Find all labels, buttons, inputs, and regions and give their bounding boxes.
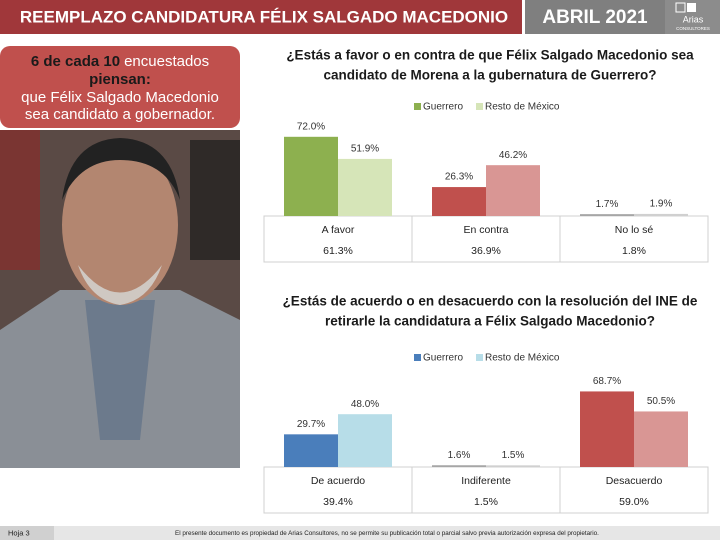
callout-text: encuestados <box>124 53 209 70</box>
bar <box>634 213 688 216</box>
total-label: 36.9% <box>471 245 501 257</box>
legend-swatch <box>414 354 421 361</box>
legend-label: Resto de México <box>485 353 560 364</box>
bar <box>432 187 486 216</box>
bar <box>580 214 634 216</box>
value-label: 26.3% <box>445 172 473 183</box>
total-label: 1.8% <box>622 245 646 257</box>
value-label: 68.7% <box>593 376 621 387</box>
logo-sub: CONSULTORES <box>676 26 710 31</box>
table-box <box>263 215 709 263</box>
legend-label: Guerrero <box>423 102 463 113</box>
bar <box>432 465 486 467</box>
photo-detail <box>190 140 240 260</box>
callout-bold: 6 de cada 10 <box>31 53 120 70</box>
legend-label: Resto de México <box>485 102 560 113</box>
header-title: REEMPLAZO CANDIDATURA FÉLIX SALGADO MACE… <box>20 7 508 26</box>
bar <box>338 158 392 216</box>
legend-swatch <box>476 103 483 110</box>
logo-icon <box>687 3 696 12</box>
chart-title: ¿Estás de acuerdo o en desacuerdo con la… <box>283 294 698 309</box>
header-bar <box>0 0 522 34</box>
value-label: 46.2% <box>499 150 527 161</box>
bar <box>284 434 338 467</box>
photo <box>0 130 240 468</box>
category-label: Desacuerdo <box>606 475 663 487</box>
callout-line: que Félix Salgado Macedonio <box>21 89 219 106</box>
photo-beard <box>78 265 162 305</box>
value-label: 1.9% <box>650 199 673 210</box>
photo-face <box>62 145 178 305</box>
value-label: 51.9% <box>351 144 379 155</box>
legend-swatch <box>414 103 421 110</box>
photo-detail <box>0 130 40 270</box>
total-label: 61.3% <box>323 245 353 257</box>
category-label: Indiferente <box>461 475 511 487</box>
photo-hair <box>62 138 180 200</box>
value-label: 72.0% <box>297 121 325 132</box>
photo-shirt <box>85 300 155 440</box>
callout-line: 6 de cada 10 encuestados <box>31 53 209 70</box>
value-label: 1.6% <box>448 450 471 461</box>
value-label: 48.0% <box>351 399 379 410</box>
bar <box>486 165 540 216</box>
footer-bar <box>0 526 720 540</box>
chart-title: candidato de Morena a la gubernatura de … <box>323 68 656 83</box>
bar <box>284 136 338 216</box>
total-label: 1.5% <box>474 496 498 508</box>
date: ABRIL 2021 <box>542 7 648 28</box>
callout-bold: piensan: <box>89 71 151 88</box>
logo-icon <box>675 2 686 13</box>
total-label: 39.4% <box>323 496 353 508</box>
legend-label: Guerrero <box>423 353 463 364</box>
category-label: A favor <box>322 224 355 236</box>
logo: Arias <box>683 14 704 24</box>
value-label: 50.5% <box>647 396 675 407</box>
chart-title: ¿Estás a favor o en contra de que Félix … <box>286 48 694 63</box>
bar <box>580 391 634 467</box>
value-label: 1.7% <box>596 199 619 210</box>
value-label: 29.7% <box>297 419 325 430</box>
category-label: En contra <box>464 224 509 236</box>
bar <box>486 465 540 467</box>
callout-line: sea candidato a gobernador. <box>25 106 215 123</box>
category-label: No lo sé <box>615 224 654 236</box>
bar <box>634 411 688 467</box>
total-label: 59.0% <box>619 496 649 508</box>
chart-title: retirarle la candidatura a Félix Salgado… <box>325 314 655 329</box>
value-label: 1.5% <box>502 450 525 461</box>
footer-page-box <box>0 526 54 540</box>
footer-page: Hoja 3 <box>8 528 30 537</box>
footer-note: El presente documento es propiedad de Ar… <box>175 530 599 537</box>
category-label: De acuerdo <box>311 475 365 487</box>
date-box <box>525 0 665 34</box>
bar <box>338 414 392 467</box>
callout-box <box>0 46 240 128</box>
legend-swatch <box>476 354 483 361</box>
